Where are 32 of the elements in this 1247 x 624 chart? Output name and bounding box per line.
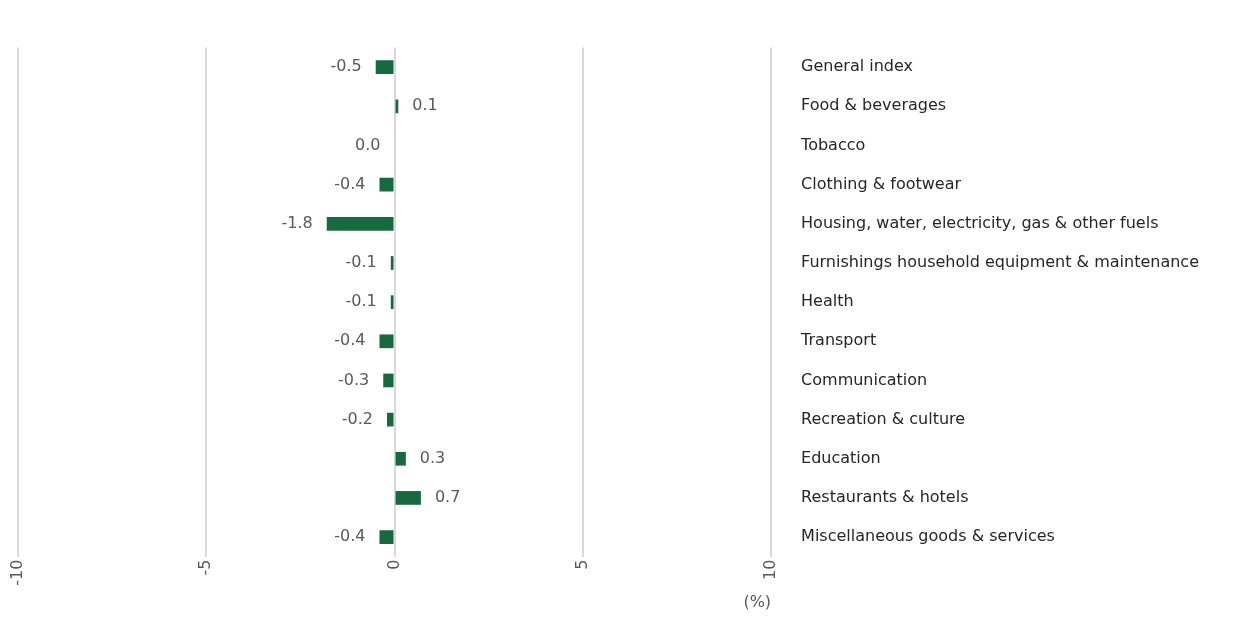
data-label: -0.1: [345, 252, 377, 272]
x-tick-label: 5: [571, 559, 591, 570]
data-label: -0.5: [330, 56, 362, 76]
y-tick-label: Clothing & footwear: [801, 173, 962, 193]
y-tick-label: Education: [801, 447, 881, 467]
y-tick-label: Tobacco: [800, 134, 866, 154]
data-label: -0.3: [338, 369, 370, 389]
data-label: 0.3: [419, 447, 446, 467]
data-label: -0.4: [334, 526, 366, 546]
x-tick-label: -5: [195, 559, 215, 576]
data-label: -0.1: [345, 291, 377, 311]
y-tick-label: Food & beverages: [801, 95, 947, 115]
x-tick-label: 0: [383, 559, 403, 570]
data-label: -0.4: [334, 173, 366, 193]
y-tick-label: Recreation & culture: [801, 408, 966, 428]
data-label: 0.7: [434, 487, 461, 507]
y-tick-label: Furnishings household equipment & maintenance: [801, 252, 1200, 272]
y-tick-label: General index: [801, 56, 914, 76]
x-tick-label: -10: [7, 559, 27, 586]
x-tick-label: 10: [760, 559, 780, 581]
x-axis-title: (%): [743, 591, 772, 611]
data-label: -0.4: [334, 330, 366, 350]
y-tick-label: Communication: [801, 369, 928, 389]
y-tick-label: Health: [801, 291, 854, 311]
data-label: 0.0: [355, 134, 381, 154]
y-tick-label: Miscellaneous goods & services: [801, 526, 1055, 546]
data-label: 0.1: [412, 95, 438, 115]
y-tick-label: Housing, water, electricity, gas & other fuels: [801, 212, 1159, 232]
data-label: -1.8: [281, 212, 313, 232]
y-tick-label: Transport: [800, 330, 877, 350]
y-tick-label: Restaurants & hotels: [801, 487, 969, 507]
data-label: -0.2: [341, 408, 374, 428]
